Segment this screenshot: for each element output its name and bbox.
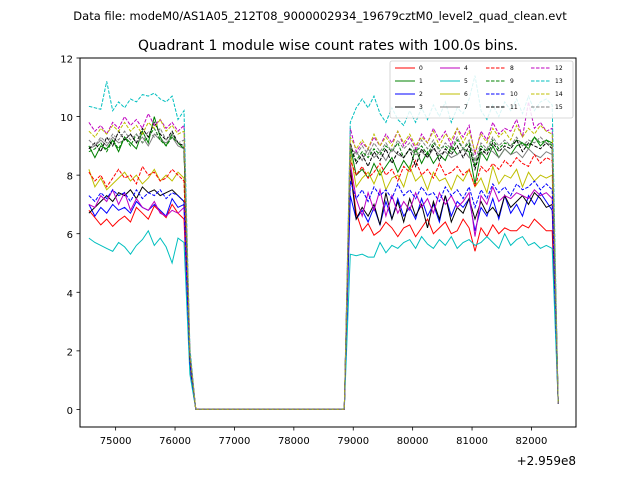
- x-tick-label: 79000: [337, 436, 369, 447]
- legend-label-5: 5: [464, 78, 468, 85]
- x-tick-label: 75000: [100, 436, 132, 447]
- legend-label-7: 7: [464, 104, 468, 111]
- legend-label-12: 12: [555, 65, 563, 72]
- figure-suptitle: Data file: modeM0/AS1A05_212T08_90000029…: [73, 9, 567, 23]
- legend-label-10: 10: [510, 91, 518, 98]
- y-axis: 0 2 4 6 8 10 12: [60, 55, 80, 417]
- legend-frame: [389, 60, 574, 119]
- plot-area: [79, 57, 577, 428]
- plot-frame: [79, 57, 577, 428]
- x-tick-label: 80000: [397, 436, 429, 447]
- x-offset-label: +2.959e8: [517, 454, 576, 468]
- x-axis: 75000 76000 77000 78000 79000 80000 81000 82000: [100, 427, 548, 447]
- series-layer: [88, 75, 559, 410]
- legend-label-0: 0: [419, 65, 423, 72]
- y-tick-label: 8: [67, 172, 73, 183]
- y-tick-label: 4: [67, 289, 73, 300]
- legend-label-1: 1: [419, 78, 423, 85]
- legend-label-6: 6: [464, 91, 468, 98]
- y-tick-label: 0: [67, 406, 73, 417]
- x-tick-label: 76000: [159, 436, 191, 447]
- legend-label-3: 3: [419, 104, 423, 111]
- legend-label-4: 4: [464, 65, 468, 72]
- series-line-14: [88, 118, 559, 410]
- legend-label-13: 13: [555, 78, 563, 85]
- legend-label-11: 11: [510, 104, 518, 111]
- x-tick-label: 77000: [219, 436, 251, 447]
- legend-label-15: 15: [555, 104, 563, 111]
- legend-label-9: 9: [510, 78, 514, 85]
- legend-label-14: 14: [555, 91, 563, 98]
- y-tick-label: 10: [60, 113, 73, 124]
- series-line-15: [88, 127, 559, 410]
- legend-label-8: 8: [510, 65, 514, 72]
- y-tick-label: 6: [67, 230, 73, 241]
- y-tick-label: 2: [67, 347, 73, 358]
- legend-label-2: 2: [419, 91, 423, 98]
- chart-title: Quadrant 1 module wise count rates with …: [138, 38, 518, 54]
- x-tick-label: 81000: [456, 436, 488, 447]
- y-tick-label: 12: [60, 55, 73, 66]
- x-tick-label: 82000: [516, 436, 548, 447]
- x-tick-label: 78000: [278, 436, 310, 447]
